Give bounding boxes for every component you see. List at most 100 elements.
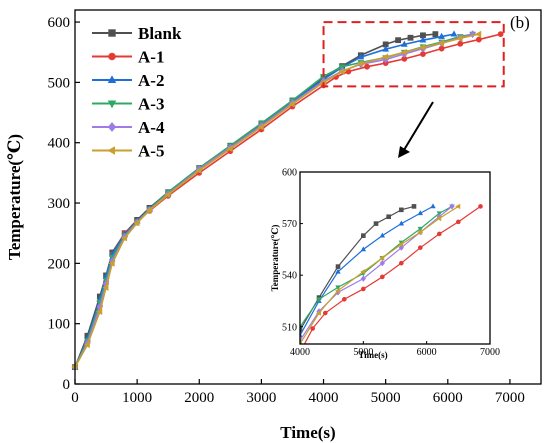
y-tick-label: 500 [48,75,71,91]
legend-marker-A-1 [108,52,116,61]
data-point-A-5 [437,39,444,47]
inset-background [300,172,490,344]
x-axis-title: Time(s) [280,423,335,442]
legend-marker-A-4 [107,122,117,132]
inset-data-point-A-4 [360,275,366,282]
inset-data-point-A-4 [379,260,385,267]
inset-data-point-Blank [386,214,391,220]
data-point-A-5 [419,44,426,51]
series-line-A-5 [74,33,480,368]
data-point-A-1 [497,31,504,38]
panel-label: (b) [510,13,530,32]
inset-x-tick-label: 5000 [353,347,373,358]
zoom-arrow [398,101,434,158]
inset-data-point-A-5 [455,203,461,210]
inset-data-point-A-1 [310,326,315,331]
data-point-A-1 [475,36,482,43]
inset-data-point-A-1 [437,231,442,237]
x-tick-label: 7000 [495,390,525,406]
legend: Blank A-1 A-2 A-3 A-4 A-5 [92,24,182,161]
data-point-A-5 [120,234,128,242]
data-point-A-5 [133,219,140,227]
inset-data-point-A-2 [335,268,341,274]
data-point-A-2 [357,53,365,60]
y-tick-label: 300 [48,196,71,212]
data-point-A-5 [226,145,233,153]
inset-data-point-A-5 [315,310,321,316]
inset-data-point-A-1 [323,310,328,316]
data-point-A-5 [338,68,345,75]
data-point-A-5 [400,48,407,56]
inset-series-group [300,203,483,344]
main-y-ticks: 0 100 200 300 400 500 600 [48,15,80,393]
legend-label-A-4: A-4 [138,118,165,137]
legend-label-A-3: A-3 [138,95,164,114]
inset-data-point-A-2 [417,210,424,216]
legend-label-A-5: A-5 [138,142,164,161]
main-x-ticks: 0 1000 2000 3000 4000 5000 6000 7000 [71,379,525,406]
data-point-A-5 [257,123,264,131]
inset-data-point-A-4 [449,203,455,210]
main-plot: 0 1000 2000 3000 4000 5000 6000 7000 0 100 200 300… [5,9,542,442]
y-axis-title: Temperature(℃) [5,134,24,260]
inset-plot-frame [299,171,491,345]
inset-data-point-Blank [300,327,303,333]
data-point-A-1 [457,40,464,47]
legend-label-A-2: A-2 [138,71,164,90]
y-tick-label: 400 [48,136,71,152]
y-tick-label: 0 [63,377,71,393]
data-point-A-5 [96,308,103,315]
x-tick-label: 0 [71,390,79,406]
y-tick-label: 100 [48,317,71,333]
data-point-A-4 [469,30,476,38]
inset-data-point-A-1 [456,219,461,225]
inset-data-point-A-1 [478,204,483,209]
inset-y-tick-label: 600 [282,168,297,179]
inset-data-point-A-5 [360,269,366,275]
y-tick-label: 200 [48,256,71,272]
zoom-region-box [322,21,505,88]
inset-data-point-A-1 [418,245,423,250]
inset-data-point-A-1 [380,274,385,280]
inset-data-point-A-5 [436,215,442,222]
y-tick-label: 600 [48,15,71,31]
data-point-A-5 [357,60,364,68]
data-point-A-5 [288,100,295,108]
inset-y-tick-label: 570 [282,219,297,230]
data-point-A-5 [475,30,482,38]
legend-marker-A-3 [107,100,117,109]
inset-y-ticks: 510 540 570 600 [282,168,303,333]
inset-data-point-A-1 [399,260,404,266]
legend-label-Blank: Blank [138,24,182,43]
data-point-A-2 [419,36,427,43]
legend-marker-A-5 [107,146,116,155]
inset-series-line-A-2 [300,205,434,336]
data-point-A-5 [83,341,90,349]
data-point-A-5 [381,53,389,61]
data-point-A-5 [164,191,171,198]
data-point-A-2 [438,32,445,39]
data-point-A-5 [195,167,202,174]
data-point-A-5 [108,259,115,267]
inset-x-tick-label: 6000 [417,347,437,358]
inset-data-point-A-1 [361,286,366,292]
data-point-A-2 [400,40,408,47]
inset-data-point-A-2 [360,246,367,252]
data-point-Blank [407,34,414,41]
x-tick-label: 6000 [433,390,463,406]
inset-data-point-A-2 [398,220,405,226]
inset-y-tick-label: 510 [282,322,297,333]
inset-x-ticks: 4000 5000 6000 7000 [290,341,500,358]
data-point-A-2 [450,30,458,37]
x-tick-label: 5000 [371,390,401,406]
inset-x-tick-label: 7000 [480,347,500,358]
data-point-A-5 [456,34,463,42]
main-plot-frame [74,9,542,385]
inset-data-point-A-3 [335,285,341,291]
inset-data-point-Blank [335,264,341,269]
inset-data-point-A-2 [430,203,436,209]
legend-marker-Blank [108,29,116,37]
zoom-rectangle [322,21,505,88]
legend-label-A-1: A-1 [138,48,164,67]
